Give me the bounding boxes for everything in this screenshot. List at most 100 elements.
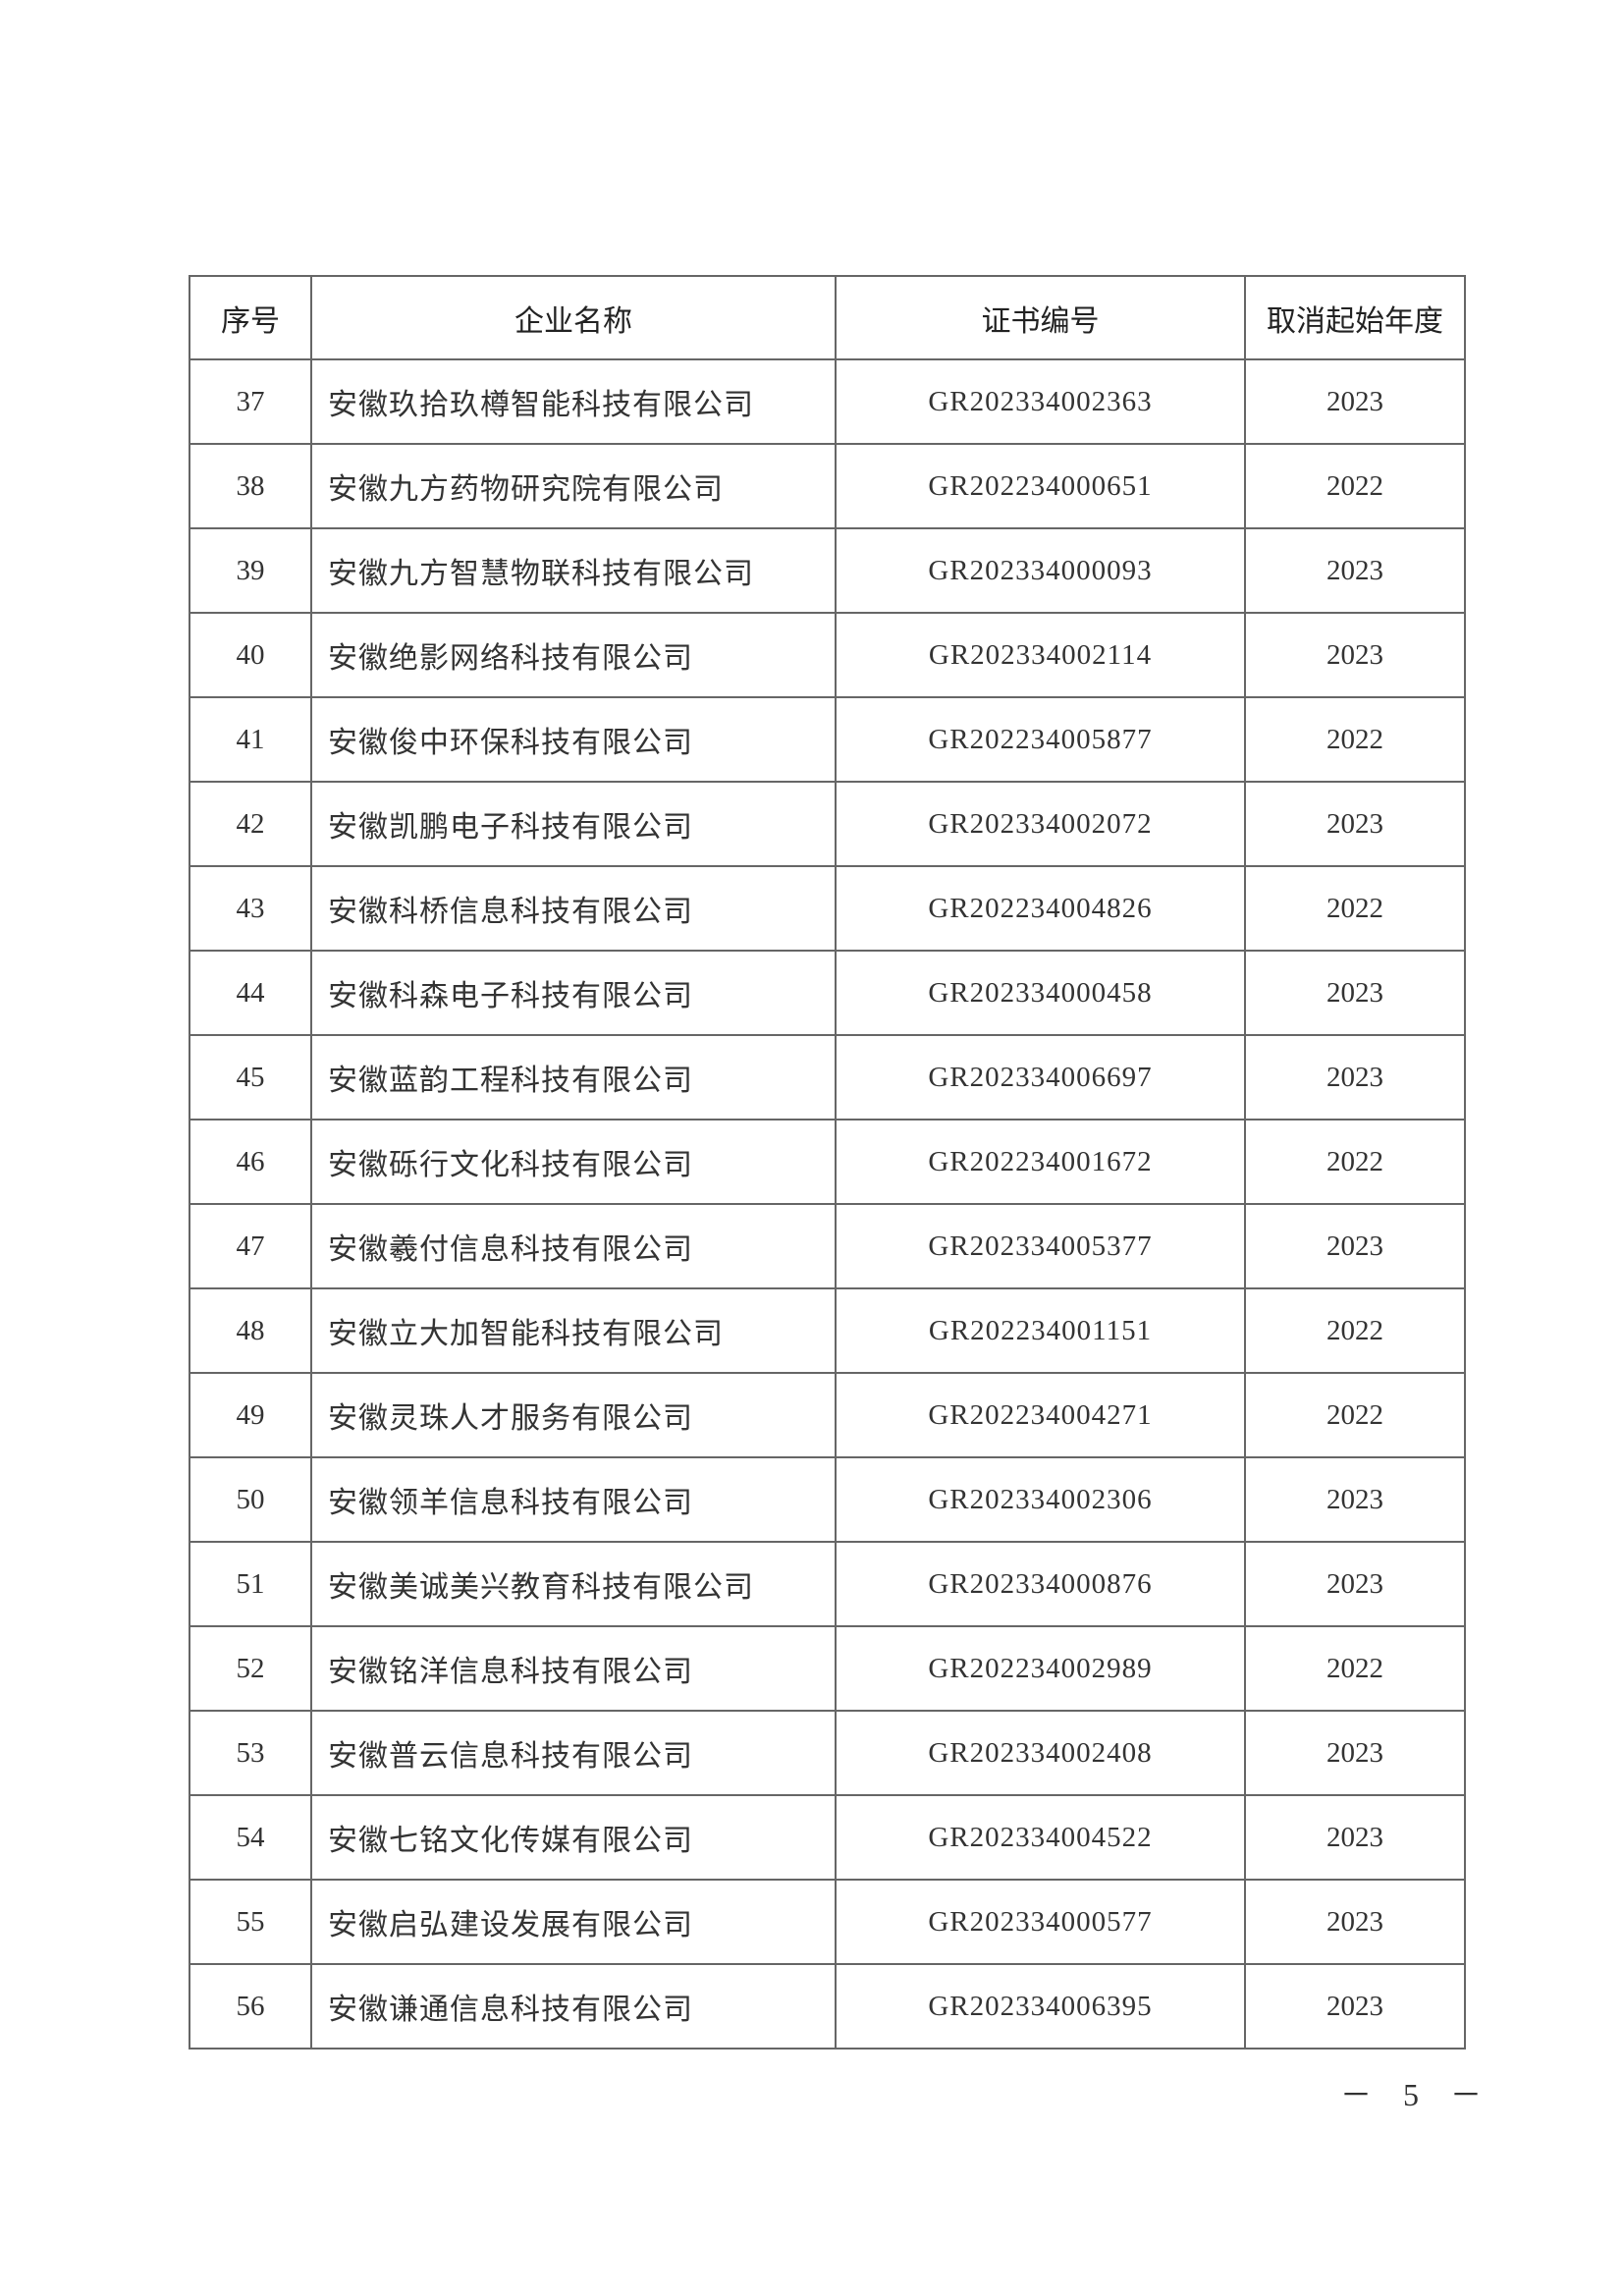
row-index: 46 <box>189 1119 312 1205</box>
company-name: 安徽立大加智能科技有限公司 <box>310 1287 837 1374</box>
table-row: 51 安徽美诚美兴教育科技有限公司 GR202334000876 2023 <box>189 1541 1466 1627</box>
company-name: 安徽科桥信息科技有限公司 <box>310 865 837 952</box>
row-index: 40 <box>189 612 312 698</box>
table-row: 48 安徽立大加智能科技有限公司 GR202234001151 2022 <box>189 1287 1466 1374</box>
row-index: 43 <box>189 865 312 952</box>
cancel-year: 2022 <box>1244 1287 1466 1374</box>
certificate-number: GR202234005877 <box>835 696 1246 783</box>
cancel-year: 2023 <box>1244 781 1466 867</box>
row-index: 48 <box>189 1287 312 1374</box>
certificate-number: GR202334000458 <box>835 950 1246 1036</box>
row-index: 41 <box>189 696 312 783</box>
certificate-number: GR202334002072 <box>835 781 1246 867</box>
cancel-year: 2023 <box>1244 950 1466 1036</box>
row-index: 38 <box>189 443 312 529</box>
row-index: 51 <box>189 1541 312 1627</box>
table-row: 54 安徽七铭文化传媒有限公司 GR202334004522 2023 <box>189 1794 1466 1881</box>
company-name: 安徽俊中环保科技有限公司 <box>310 696 837 783</box>
company-name: 安徽羲付信息科技有限公司 <box>310 1203 837 1289</box>
company-name: 安徽谦通信息科技有限公司 <box>310 1963 837 2050</box>
table-row: 42 安徽凯鹏电子科技有限公司 GR202334002072 2023 <box>189 781 1466 867</box>
cancel-year: 2023 <box>1244 1963 1466 2050</box>
row-index: 56 <box>189 1963 312 2050</box>
cancel-year: 2022 <box>1244 1372 1466 1458</box>
row-index: 42 <box>189 781 312 867</box>
cancel-year: 2023 <box>1244 527 1466 614</box>
cancel-year: 2023 <box>1244 1203 1466 1289</box>
table-header-row: 序号 企业名称 证书编号 取消起始年度 <box>189 275 1466 360</box>
certificate-number: GR202334002306 <box>835 1456 1246 1543</box>
certificate-number: GR202234004271 <box>835 1372 1246 1458</box>
company-name: 安徽领羊信息科技有限公司 <box>310 1456 837 1543</box>
company-name: 安徽启弘建设发展有限公司 <box>310 1879 837 1965</box>
certificate-number: GR202234001151 <box>835 1287 1246 1374</box>
row-index: 49 <box>189 1372 312 1458</box>
company-name: 安徽砾行文化科技有限公司 <box>310 1119 837 1205</box>
certificate-number: GR202234000651 <box>835 443 1246 529</box>
company-name: 安徽灵珠人才服务有限公司 <box>310 1372 837 1458</box>
page-number: － 5 － <box>1340 2077 1494 2112</box>
table-row: 56 安徽谦通信息科技有限公司 GR202334006395 2023 <box>189 1963 1466 2050</box>
row-index: 50 <box>189 1456 312 1543</box>
header-cancel-year: 取消起始年度 <box>1244 275 1466 360</box>
header-index: 序号 <box>189 275 312 360</box>
company-name: 安徽科森电子科技有限公司 <box>310 950 837 1036</box>
row-index: 54 <box>189 1794 312 1881</box>
company-name: 安徽九方智慧物联科技有限公司 <box>310 527 837 614</box>
certificate-number: GR202334002114 <box>835 612 1246 698</box>
certificate-number: GR202334005377 <box>835 1203 1246 1289</box>
header-certificate-number: 证书编号 <box>835 275 1246 360</box>
table-row: 55 安徽启弘建设发展有限公司 GR202334000577 2023 <box>189 1879 1466 1965</box>
header-company-name: 企业名称 <box>310 275 837 360</box>
row-index: 37 <box>189 358 312 445</box>
row-index: 39 <box>189 527 312 614</box>
cancel-year: 2023 <box>1244 1541 1466 1627</box>
table-row: 45 安徽蓝韵工程科技有限公司 GR202334006697 2023 <box>189 1034 1466 1121</box>
certificate-number: GR202334004522 <box>835 1794 1246 1881</box>
table-row: 46 安徽砾行文化科技有限公司 GR202234001672 2022 <box>189 1119 1466 1205</box>
table-row: 53 安徽普云信息科技有限公司 GR202334002408 2023 <box>189 1710 1466 1796</box>
table-row: 41 安徽俊中环保科技有限公司 GR202234005877 2022 <box>189 696 1466 783</box>
certificate-number: GR202334006697 <box>835 1034 1246 1121</box>
company-name: 安徽铭洋信息科技有限公司 <box>310 1625 837 1712</box>
certificate-number: GR202234001672 <box>835 1119 1246 1205</box>
company-name: 安徽绝影网络科技有限公司 <box>310 612 837 698</box>
table-row: 37 安徽玖拾玖樽智能科技有限公司 GR202334002363 2023 <box>189 358 1466 445</box>
cancel-year: 2023 <box>1244 1456 1466 1543</box>
row-index: 55 <box>189 1879 312 1965</box>
certificate-number: GR202334000093 <box>835 527 1246 614</box>
company-table: 序号 企业名称 证书编号 取消起始年度 37 安徽玖拾玖樽智能科技有限公司 GR20… <box>189 275 1466 2050</box>
row-index: 44 <box>189 950 312 1036</box>
table-row: 47 安徽羲付信息科技有限公司 GR202334005377 2023 <box>189 1203 1466 1289</box>
company-name: 安徽九方药物研究院有限公司 <box>310 443 837 529</box>
certificate-number: GR202334002408 <box>835 1710 1246 1796</box>
company-name: 安徽美诚美兴教育科技有限公司 <box>310 1541 837 1627</box>
cancel-year: 2023 <box>1244 1034 1466 1121</box>
table-row: 52 安徽铭洋信息科技有限公司 GR202234002989 2022 <box>189 1625 1466 1712</box>
table-row: 50 安徽领羊信息科技有限公司 GR202334002306 2023 <box>189 1456 1466 1543</box>
certificate-number: GR202334000577 <box>835 1879 1246 1965</box>
row-index: 52 <box>189 1625 312 1712</box>
certificate-number: GR202234004826 <box>835 865 1246 952</box>
cancel-year: 2023 <box>1244 1794 1466 1881</box>
cancel-year: 2022 <box>1244 443 1466 529</box>
certificate-number: GR202334000876 <box>835 1541 1246 1627</box>
table-row: 39 安徽九方智慧物联科技有限公司 GR202334000093 2023 <box>189 527 1466 614</box>
certificate-number: GR202334006395 <box>835 1963 1246 2050</box>
cancel-year: 2023 <box>1244 1879 1466 1965</box>
cancel-year: 2023 <box>1244 358 1466 445</box>
cancel-year: 2022 <box>1244 1625 1466 1712</box>
company-name: 安徽蓝韵工程科技有限公司 <box>310 1034 837 1121</box>
company-name: 安徽普云信息科技有限公司 <box>310 1710 837 1796</box>
company-name: 安徽凯鹏电子科技有限公司 <box>310 781 837 867</box>
certificate-number: GR202334002363 <box>835 358 1246 445</box>
row-index: 45 <box>189 1034 312 1121</box>
company-name: 安徽七铭文化传媒有限公司 <box>310 1794 837 1881</box>
row-index: 47 <box>189 1203 312 1289</box>
table-row: 38 安徽九方药物研究院有限公司 GR202234000651 2022 <box>189 443 1466 529</box>
cancel-year: 2023 <box>1244 1710 1466 1796</box>
cancel-year: 2023 <box>1244 612 1466 698</box>
company-name: 安徽玖拾玖樽智能科技有限公司 <box>310 358 837 445</box>
table-row: 43 安徽科桥信息科技有限公司 GR202234004826 2022 <box>189 865 1466 952</box>
cancel-year: 2022 <box>1244 696 1466 783</box>
